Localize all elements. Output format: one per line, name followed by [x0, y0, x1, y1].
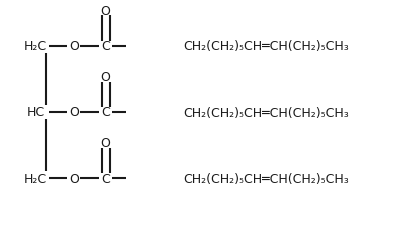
- Text: H₂C: H₂C: [24, 172, 47, 185]
- Text: H₂C: H₂C: [24, 40, 47, 53]
- Text: O: O: [101, 71, 111, 84]
- Text: HC: HC: [26, 106, 44, 119]
- Text: CH₂(CH₂)₅CH═CH(CH₂)₅CH₃: CH₂(CH₂)₅CH═CH(CH₂)₅CH₃: [183, 106, 349, 119]
- Text: C: C: [101, 40, 110, 53]
- Text: O: O: [69, 40, 79, 53]
- Text: O: O: [101, 5, 111, 18]
- Text: CH₂(CH₂)₅CH═CH(CH₂)₅CH₃: CH₂(CH₂)₅CH═CH(CH₂)₅CH₃: [183, 172, 349, 185]
- Text: O: O: [101, 137, 111, 150]
- Text: C: C: [101, 172, 110, 185]
- Text: O: O: [69, 172, 79, 185]
- Text: O: O: [69, 106, 79, 119]
- Text: C: C: [101, 106, 110, 119]
- Text: CH₂(CH₂)₅CH═CH(CH₂)₅CH₃: CH₂(CH₂)₅CH═CH(CH₂)₅CH₃: [183, 40, 349, 53]
